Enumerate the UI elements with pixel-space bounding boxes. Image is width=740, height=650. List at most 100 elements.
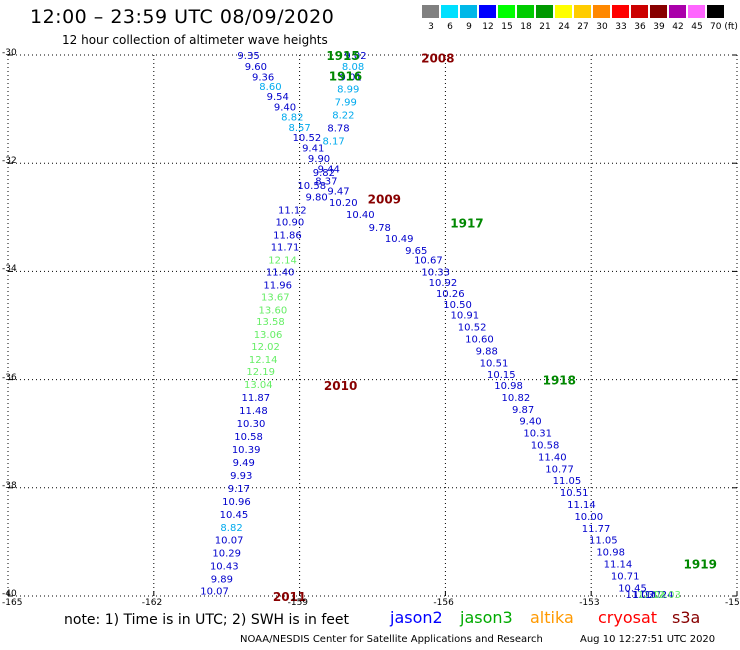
wave-height-value: 10.43: [210, 562, 239, 573]
wave-height-value: 11.96: [263, 280, 292, 291]
colorbar-swatch: [536, 5, 553, 18]
wave-height-value: 12.04: [638, 590, 667, 601]
wave-height-value: 11.14: [604, 560, 633, 571]
pass-time-label: 2009: [368, 192, 401, 206]
wave-height-value: 9.93: [230, 471, 252, 482]
wave-height-value: 8.82: [281, 113, 303, 124]
pass-time-label: 2011: [273, 590, 306, 604]
colorbar-label: 70 (ft): [710, 22, 738, 32]
longitude-label: -15: [725, 598, 740, 608]
colorbar-swatch: [707, 5, 724, 18]
pass-time-label: 1919: [684, 558, 717, 572]
colorbar-label: 15: [501, 22, 513, 32]
colorbar-label: 36: [634, 22, 646, 32]
wave-height-value: 10.50: [443, 300, 472, 311]
map-grid: [7, 54, 738, 597]
longitude-label: -159: [287, 598, 309, 608]
wave-height-value: 8.37: [315, 177, 337, 188]
colorbar-label: 24: [558, 22, 570, 32]
wave-height-value: 9.60: [245, 62, 267, 73]
wave-height-value: 9.82: [313, 168, 335, 179]
pass-time-label: 1915: [326, 49, 359, 63]
colorbar-label: 3: [428, 22, 434, 32]
wave-height-value: 10.45: [618, 583, 647, 594]
altimeter-tracks: 9.359.609.368.609.549.408.828.5710.529.4…: [200, 51, 681, 601]
wave-height-value: 9.02: [344, 51, 366, 62]
wave-height-value: 10.60: [465, 334, 494, 345]
chart-subtitle: 12 hour collection of altimeter wave hei…: [62, 33, 328, 47]
wave-height-value: 9.87: [512, 405, 534, 416]
wave-height-value: 10.45: [220, 510, 249, 521]
latitude-label: -40: [2, 589, 17, 599]
wave-height-value: 9.44: [318, 165, 340, 176]
wave-height-value: 13.58: [256, 317, 285, 328]
wave-height-value: 9.01: [339, 73, 361, 84]
wave-height-value: 9.80: [305, 193, 327, 204]
colorbar-swatch: [612, 5, 629, 18]
wave-height-value: 12.19: [246, 367, 275, 378]
longitude-label: -165: [2, 598, 23, 608]
wave-height-value: 10.58: [234, 432, 263, 443]
longitude-label: -156: [433, 598, 454, 608]
wave-height-value: 10.67: [414, 255, 443, 266]
latitude-label: -32: [2, 156, 17, 167]
wave-height-value: 10.39: [232, 445, 261, 456]
wave-height-value: 7.99: [335, 98, 357, 109]
wave-height-value: 12.03: [652, 590, 681, 601]
wave-height-value: 11.05: [553, 476, 582, 487]
wave-height-value: 10.52: [458, 323, 487, 334]
colorbar-swatch: [650, 5, 667, 18]
legend-jason3: jason3: [460, 608, 513, 627]
wave-height-value: 13.60: [259, 305, 288, 316]
pass-time-label: 1917: [450, 217, 483, 231]
legend-s3a: s3a: [672, 608, 701, 627]
pass-time-label: 2010: [324, 379, 357, 393]
colorbar-swatch: [517, 5, 534, 18]
wave-height-value: 10.40: [346, 210, 375, 221]
latitude-label: -38: [2, 480, 17, 491]
wave-height-value: 9.78: [369, 223, 391, 234]
colorbar-label: 21: [539, 22, 551, 32]
colorbar-label: 42: [672, 22, 684, 32]
wave-height-value: 12.14: [249, 355, 278, 366]
colorbar-label: 27: [577, 22, 589, 32]
altimeter-track: 9.028.089.018.99 7.99 8.228.78 8.17 9.448.37…: [315, 51, 681, 601]
wave-height-value: 13.04: [244, 380, 273, 391]
wave-height-value: 10.52: [293, 133, 322, 144]
wave-height-value: 10.90: [276, 218, 305, 229]
wave-height-value: 8.22: [332, 111, 354, 122]
footnote: note: 1) Time is in UTC; 2) SWH is in fe…: [64, 612, 350, 628]
wave-height-value: 9.35: [237, 51, 259, 62]
wave-height-value: 10.07: [200, 587, 229, 598]
wave-height-value: 13.06: [254, 330, 283, 341]
wave-height-value: 10.30: [237, 419, 266, 430]
latitude-label: -36: [2, 372, 17, 383]
wave-height-value: 9.47: [327, 186, 349, 197]
wave-height-value: 10.98: [596, 548, 625, 559]
wave-height-value: 11.05: [589, 536, 618, 547]
wave-height-value: 12.02: [251, 342, 280, 353]
wave-height-value: 10.15: [487, 370, 516, 381]
colorbar-swatch: [574, 5, 591, 18]
wave-height-value: 11.40: [538, 452, 567, 463]
colorbar-label: 6: [447, 22, 453, 32]
wave-height-value: 10.29: [212, 549, 241, 560]
wave-height-value: 9.17: [228, 484, 250, 495]
colorbar-label: 30: [596, 22, 608, 32]
generated-timestamp: Aug 10 12:27:51 UTC 2020: [580, 634, 716, 645]
pass-time-label: 1918: [543, 374, 576, 388]
colorbar-swatch: [593, 5, 610, 18]
wave-height-value: 13.67: [261, 292, 290, 303]
wave-height-value: 10.92: [429, 278, 458, 289]
wave-height-value: 10.49: [385, 234, 414, 245]
wave-height-value: 10.58: [531, 441, 560, 452]
colorbar-swatch: [498, 5, 515, 18]
wave-height-value: 11.27: [633, 590, 662, 601]
colorbar-label: 18: [520, 22, 532, 32]
legend-altika: altika: [530, 608, 574, 627]
legend-jason2: jason2: [390, 608, 443, 627]
wave-height-value: 11.48: [239, 406, 268, 417]
wave-height-value: 9.90: [308, 154, 330, 165]
wave-height-value: 9.88: [476, 346, 498, 357]
wave-height-value: 11.40: [266, 267, 295, 278]
